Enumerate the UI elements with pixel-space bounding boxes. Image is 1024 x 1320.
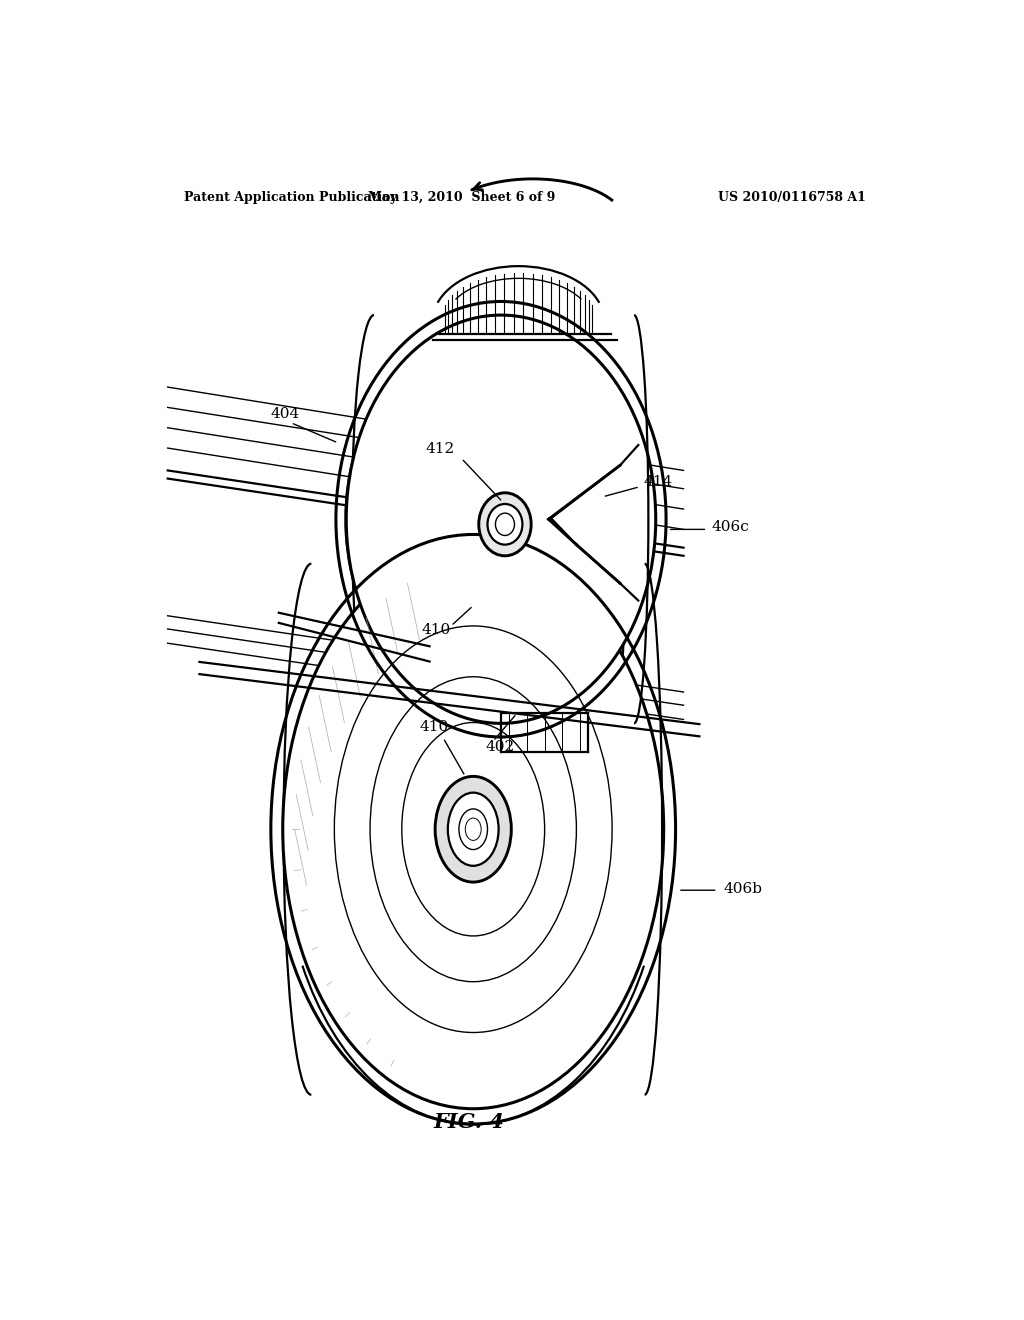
Text: 414: 414	[644, 475, 673, 488]
Ellipse shape	[435, 776, 511, 882]
Text: 410: 410	[419, 719, 449, 734]
Text: 406c: 406c	[712, 520, 749, 535]
Text: 402: 402	[485, 741, 514, 754]
Text: US 2010/0116758 A1: US 2010/0116758 A1	[718, 190, 866, 203]
Text: Patent Application Publication: Patent Application Publication	[183, 190, 399, 203]
Text: 404: 404	[270, 407, 300, 421]
Text: 412: 412	[426, 442, 455, 457]
Ellipse shape	[479, 492, 531, 556]
Ellipse shape	[346, 315, 655, 723]
Text: May 13, 2010  Sheet 6 of 9: May 13, 2010 Sheet 6 of 9	[368, 190, 555, 203]
Ellipse shape	[487, 504, 522, 545]
Ellipse shape	[283, 549, 664, 1109]
Text: FIG. 4: FIG. 4	[434, 1111, 505, 1133]
Text: 406b: 406b	[723, 882, 762, 896]
Text: 410: 410	[422, 623, 451, 638]
Polygon shape	[549, 466, 620, 583]
Ellipse shape	[447, 792, 499, 866]
